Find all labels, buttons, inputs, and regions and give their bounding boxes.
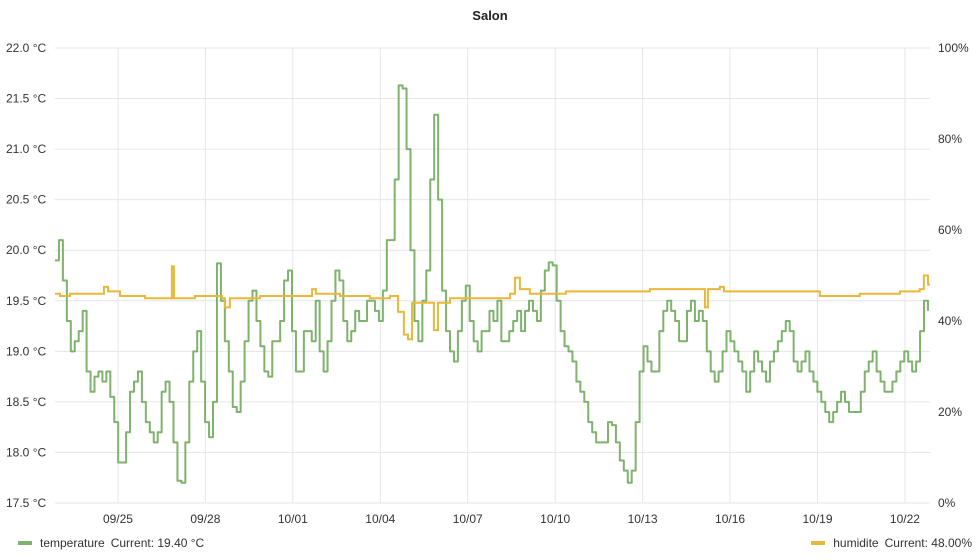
x-tick-label: 10/22 [890,512,920,526]
temperature-line [55,84,929,484]
y-left-tick-label: 19.5 °C [6,294,46,308]
y-left-tick-label: 20.5 °C [6,193,46,207]
y-left-tick-label: 18.0 °C [6,445,46,459]
x-tick-label: 10/07 [453,512,483,526]
x-tick-label: 10/19 [802,512,832,526]
legend-current: Current: 19.40 °C [110,536,205,550]
y-left-tick-label: 17.5 °C [6,496,46,510]
legend-item-temperature[interactable]: temperature Current: 19.40 °C [18,536,204,550]
x-tick-label: 10/10 [540,512,570,526]
legend-item-humidite[interactable]: humidite Current: 48.00% [811,536,972,550]
y-left-tick-label: 20.0 °C [6,243,46,257]
y-right-tick-label: 0% [938,496,956,510]
y-left-tick-label: 21.0 °C [6,142,46,156]
legend-label: humidite [833,536,879,550]
y-right-tick-label: 60% [938,223,962,237]
y-right-tick-label: 80% [938,132,962,146]
temperature-swatch [18,541,32,545]
y-right-tick-label: 100% [938,41,969,55]
legend-current: Current: 48.00% [884,536,972,550]
humidite-swatch [811,541,826,545]
x-tick-label: 10/13 [628,512,658,526]
x-tick-label: 09/25 [103,512,133,526]
y-left-tick-label: 19.0 °C [6,344,46,358]
x-tick-label: 10/01 [278,512,308,526]
chart-title: Salon [472,8,508,23]
y-right-tick-label: 20% [938,405,962,419]
x-tick-label: 10/04 [365,512,395,526]
y-left-tick-label: 21.5 °C [6,92,46,106]
legend-label: temperature [40,536,105,550]
y-left-tick-label: 22.0 °C [6,41,46,55]
x-tick-label: 09/28 [190,512,220,526]
x-tick-label: 10/16 [715,512,745,526]
humidite-line [55,265,930,341]
y-left-tick-label: 18.5 °C [6,395,46,409]
y-right-tick-label: 40% [938,314,962,328]
